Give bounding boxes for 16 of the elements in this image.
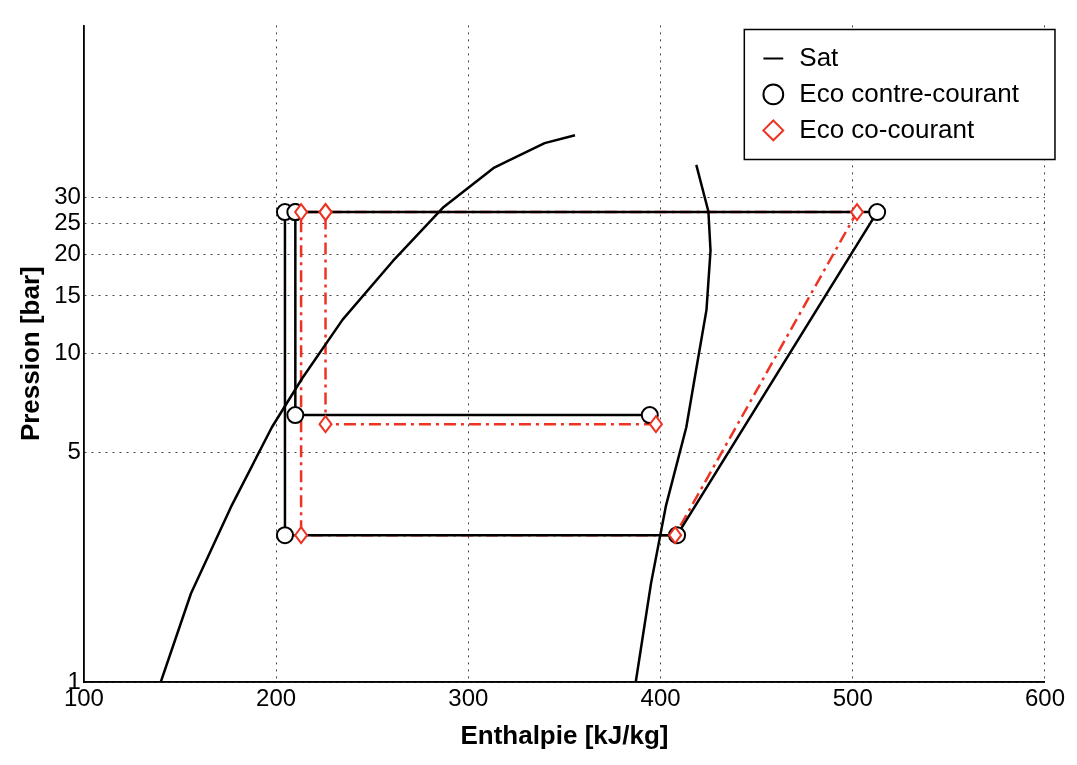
legend-label: Eco co-courant <box>799 113 975 144</box>
y-tick-label: 20 <box>54 239 81 267</box>
legend-label: Eco contre-courant <box>799 77 1020 108</box>
y-tick-label: 15 <box>54 280 81 308</box>
y-tick-label: 25 <box>54 207 81 235</box>
legend-label: Sat <box>799 41 840 72</box>
x-tick-label: 400 <box>640 684 681 712</box>
y-tick-label: 10 <box>54 338 81 366</box>
x-tick-label: 600 <box>1024 684 1065 712</box>
x-tick-label: 500 <box>832 684 873 712</box>
y-axis-title: Pression [bar] <box>14 266 45 442</box>
y-tick-label: 5 <box>67 437 81 465</box>
x-tick-label: 200 <box>256 684 297 712</box>
x-axis-title: Enthalpie [kJ/kg] <box>460 719 669 750</box>
y-tick-label: 30 <box>54 181 81 209</box>
x-tick-label: 300 <box>448 684 489 712</box>
